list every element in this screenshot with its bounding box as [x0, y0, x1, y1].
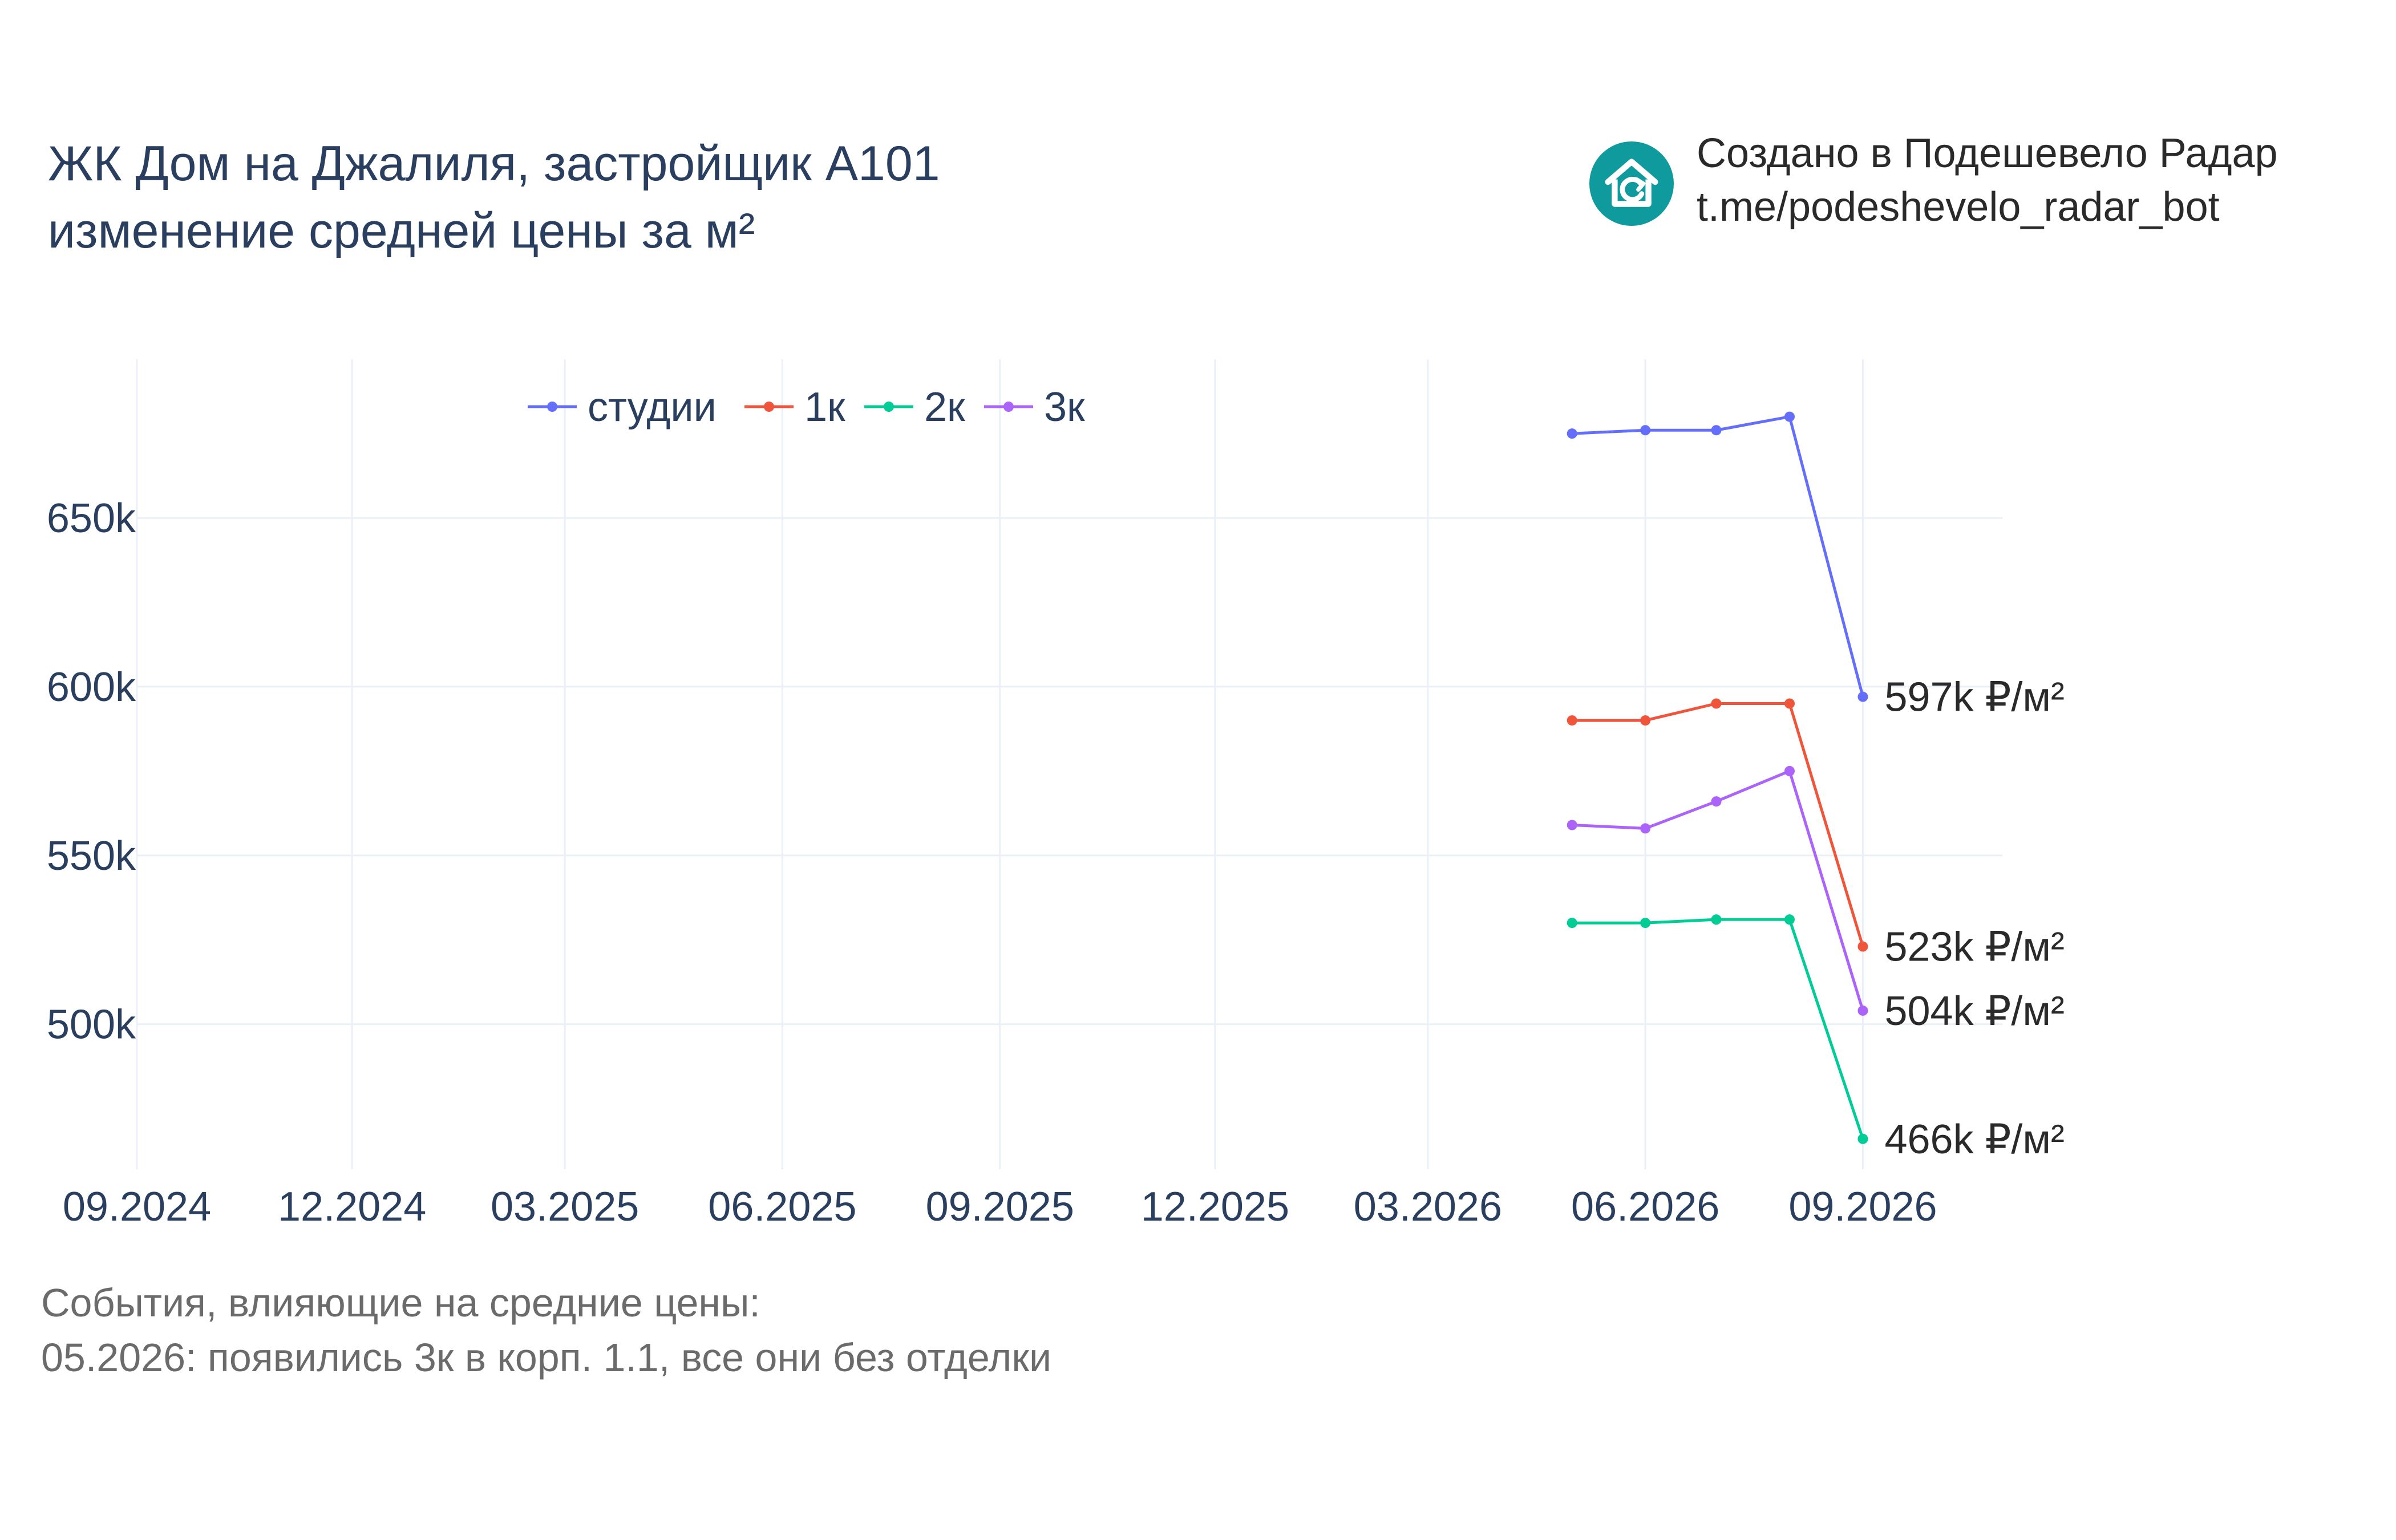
x-tick-label: 12.2025	[1141, 1184, 1289, 1230]
data-point	[1784, 411, 1795, 422]
chart-title-line-2: изменение средней цены за м²	[48, 204, 755, 258]
legend-item: студии	[588, 384, 717, 430]
y-tick-label: 600k	[47, 664, 136, 710]
x-tick-label: 09.2024	[63, 1184, 211, 1230]
chart-title: ЖК Дом на Джалиля, застройщик А101 измен…	[48, 130, 940, 265]
data-point	[1640, 823, 1651, 834]
events-note: События, влияющие на средние цены: 05.20…	[41, 1275, 1051, 1385]
data-point	[1711, 698, 1722, 709]
x-tick-label: 09.2026	[1788, 1184, 1937, 1230]
data-point	[1567, 715, 1577, 726]
legend-item: 3к	[1044, 384, 1085, 430]
brand-name: Создано в Подешевело Радар	[1697, 131, 2278, 176]
series-line	[1572, 918, 1864, 1140]
series-line	[1572, 769, 1864, 1011]
x-tick-label: 06.2025	[708, 1184, 856, 1230]
data-point	[1857, 691, 1868, 702]
data-point	[1567, 820, 1577, 830]
data-point	[1857, 941, 1868, 952]
data-point	[1640, 918, 1651, 929]
data-point	[1857, 1133, 1868, 1144]
grid	[136, 359, 2002, 1169]
x-tick-label: 06.2026	[1571, 1184, 1719, 1230]
legend-marker	[1003, 402, 1014, 412]
x-tick-label: 03.2026	[1354, 1184, 1502, 1230]
data-point	[1857, 1005, 1868, 1016]
series	[1567, 411, 1868, 1144]
legend-item: 2к	[924, 384, 965, 430]
x-tick-label: 09.2025	[926, 1184, 1074, 1230]
end-value-label: 504k ₽/м²	[1884, 988, 2064, 1034]
end-value-label: 597k ₽/м²	[1884, 675, 2064, 720]
axis-ticks: 09.2024 12.2024 03.2025 06.2025 09.2025 12.20…	[47, 496, 1937, 1230]
data-point	[1640, 425, 1651, 436]
legend-item: 1к	[804, 384, 845, 430]
end-labels: 597k ₽/м² 523k ₽/м² 466k ₽/м² 504k ₽/м²	[1884, 675, 2064, 1162]
brand-link[interactable]: t.me/podeshevelo_radar_bot	[1697, 184, 2220, 230]
y-tick-label: 650k	[47, 496, 136, 541]
legend-marker	[884, 402, 894, 412]
series-line	[1572, 415, 1864, 698]
data-point	[1711, 914, 1722, 925]
brand-block[interactable]: Создано в Подешевело Радар t.me/podeshev…	[1589, 127, 2278, 234]
data-point	[1711, 796, 1722, 807]
legend-marker	[547, 402, 557, 412]
legend-marker	[764, 402, 774, 412]
data-point	[1784, 765, 1795, 776]
event-item: 05.2026: появились 3к в корп. 1.1, все о…	[41, 1335, 1052, 1380]
data-point	[1784, 698, 1795, 709]
x-tick-label: 03.2025	[491, 1184, 639, 1230]
data-point	[1711, 425, 1722, 436]
data-point	[1784, 914, 1795, 925]
chart-title-line-1: ЖК Дом на Джалиля, застройщик А101	[48, 136, 940, 191]
end-value-label: 523k ₽/м²	[1884, 925, 2064, 970]
house-refresh-icon	[1589, 141, 1674, 226]
x-tick-label: 12.2024	[278, 1184, 426, 1230]
data-point	[1567, 918, 1577, 929]
end-value-label: 466k ₽/м²	[1884, 1117, 2064, 1162]
y-tick-label: 550k	[47, 833, 136, 879]
data-point	[1640, 715, 1651, 726]
series-line	[1572, 702, 1864, 947]
events-heading: События, влияющие на средние цены:	[41, 1280, 760, 1325]
legend: студии 1к 2к 3к	[528, 384, 1085, 430]
data-point	[1567, 428, 1577, 439]
y-tick-label: 500k	[47, 1002, 136, 1048]
